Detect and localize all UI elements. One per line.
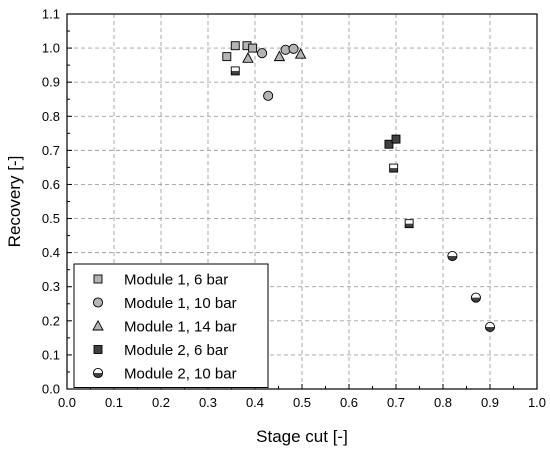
legend-item: Module 1, 10 bar	[92, 295, 237, 312]
x-tick-label: 0.7	[387, 395, 405, 410]
legend-box	[73, 263, 269, 388]
data-point	[263, 90, 274, 101]
data-point	[404, 219, 414, 229]
x-tick-label: 1.0	[528, 395, 546, 410]
data-point	[222, 52, 232, 62]
legend-item: Module 2, 6 bar	[93, 342, 228, 359]
data-point	[294, 48, 307, 59]
y-tick-label: 0.2	[42, 313, 60, 328]
legend-marker	[93, 274, 103, 284]
data-point	[389, 163, 399, 173]
grid	[67, 14, 537, 389]
legend-item: Module 1, 6 bar	[93, 272, 228, 289]
data-point	[242, 52, 254, 63]
data-point	[230, 66, 240, 76]
x-tick-label: 0.9	[481, 395, 499, 410]
y-tick-label: 0.5	[42, 211, 60, 226]
y-tick-label: 0.1	[42, 347, 60, 362]
data-point	[273, 50, 286, 62]
legend-marker	[92, 367, 104, 379]
plot-area-frame	[66, 13, 538, 390]
x-tick-label: 0.3	[199, 395, 217, 410]
x-tick-label: 0.5	[293, 395, 311, 410]
data-points	[222, 41, 496, 333]
y-tick-label: 1.1	[42, 7, 60, 22]
y-tick-label: 0.0	[42, 382, 60, 397]
y-tick-label: 0.4	[42, 245, 60, 260]
legend: Module 1, 6 bar Module 1, 10 bar Module 1,…	[73, 263, 269, 388]
x-tick-label: 0.8	[434, 395, 452, 410]
x-tick-label: 0.6	[340, 395, 358, 410]
data-point	[230, 41, 240, 51]
data-point	[288, 43, 299, 54]
legend-label: Module 2, 6 bar	[124, 342, 228, 359]
y-tick-label: 0.6	[42, 177, 60, 192]
data-point	[484, 321, 496, 333]
x-tick-label: 0.4	[246, 395, 264, 410]
data-point	[256, 48, 268, 59]
y-tick-label: 0.9	[42, 75, 60, 90]
legend-marker	[93, 345, 103, 354]
x-tick-label: 0.0	[58, 395, 76, 410]
legend-marker	[92, 297, 104, 308]
legend-item: Module 1, 14 bar	[92, 319, 237, 336]
data-point	[384, 139, 394, 149]
y-tick-label: 0.7	[42, 143, 60, 158]
legend-label: Module 1, 10 bar	[124, 295, 237, 312]
x-tick-label: 0.1	[105, 395, 123, 410]
legend-label: Module 1, 14 bar	[124, 319, 237, 336]
tick-labels: 0.0 0.1 0.2 0.3 0.4 0.5 0.6 0.7 0.8 0.9 1.0 0.0 0.1 0…	[42, 7, 546, 411]
data-point	[248, 43, 258, 53]
legend-label: Module 1, 6 bar	[124, 272, 228, 289]
data-point	[470, 292, 481, 303]
x-tick-label: 0.2	[152, 395, 170, 410]
data-point	[447, 250, 458, 262]
y-tick-label: 1.0	[42, 41, 60, 56]
legend-label: Module 2, 10 bar	[124, 366, 237, 383]
legend-item: Module 2, 10 bar	[92, 366, 237, 383]
y-axis-title: Recovery [-]	[5, 156, 24, 248]
data-point	[391, 134, 401, 144]
y-tick-label: 0.8	[42, 109, 60, 124]
y-tick-label: 0.3	[42, 279, 60, 294]
legend-marker	[92, 319, 104, 331]
x-axis-title: Stage cut [-]	[256, 427, 348, 446]
